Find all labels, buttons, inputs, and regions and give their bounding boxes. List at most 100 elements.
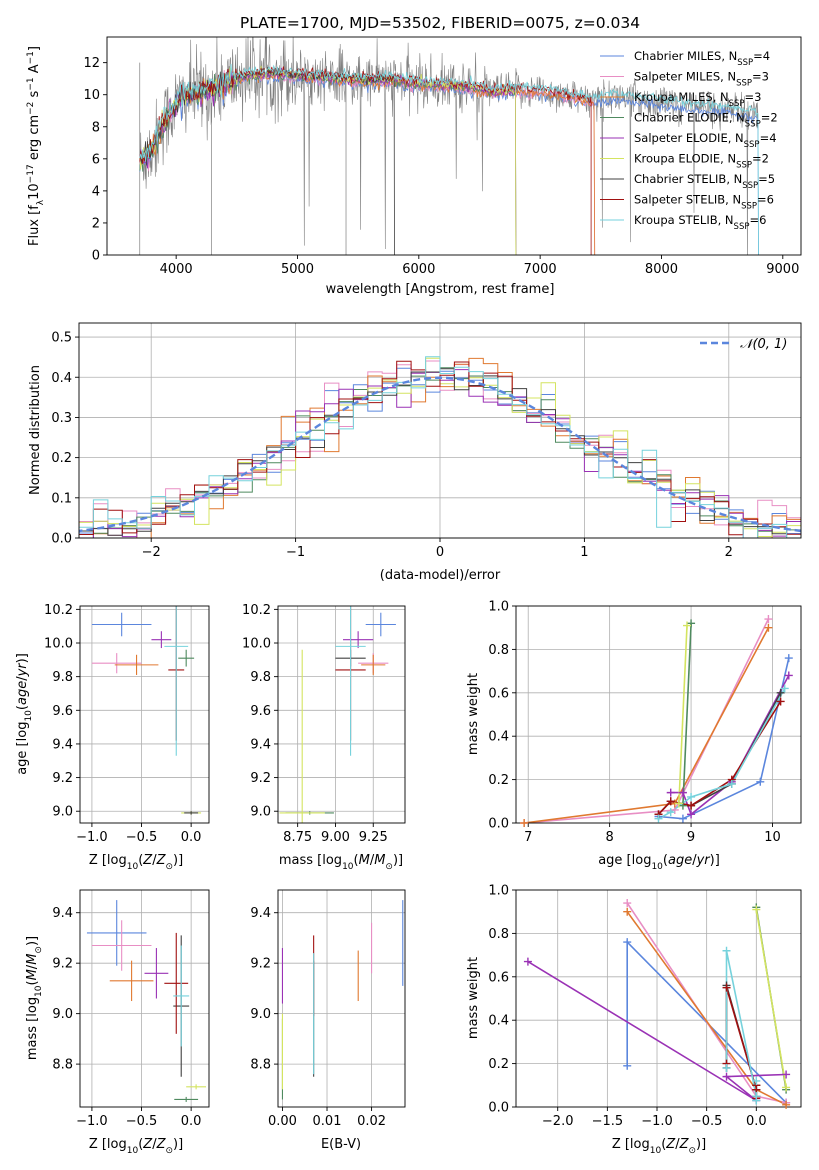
massweight_vs_age-ytick-label: 0.2 [488, 773, 509, 788]
massweight_vs_age-marker [674, 799, 683, 808]
massweight_vs_Z-series-line [725, 987, 758, 1099]
spectrum-model-line [139, 66, 592, 255]
spectrum-legend-label: Salpeter ELODIE, NSSP=4 [634, 131, 777, 150]
age_vs_Z-xtick-label: −1.0 [76, 830, 108, 845]
age_vs_mass-xtick-label: 9.25 [359, 830, 388, 845]
spectrum-legend-label: Chabrier ELODIE, NSSP=2 [634, 111, 778, 130]
spectrum-legend-label: Chabrier MILES, NSSP=4 [634, 49, 770, 68]
age_vs_Z-ytick-label: 9.2 [52, 771, 73, 786]
massweight_vs_age-ytick-label: 0.4 [488, 730, 509, 745]
age_vs_mass-frame [277, 605, 406, 824]
massweight_vs_age-xtick-label: 9 [687, 830, 695, 845]
age_vs_Z-grid [80, 606, 209, 823]
massweight_vs_Z-marker [752, 905, 761, 914]
mass-vs-z-xlabel: Z [log10(Z/Z⊙)] [89, 1137, 183, 1156]
massweight_vs_Z-frame [515, 889, 802, 1108]
age_vs_mass-ytick-label: 9.2 [250, 771, 271, 786]
massweight_vs_Z-marker [623, 907, 632, 916]
residuals-histogram-series [79, 360, 801, 536]
massweight_vs_age-ytick-label: 0.0 [488, 817, 509, 832]
residuals-legend-label: 𝒩(0, 1) [740, 337, 787, 352]
massweight_vs_age-marker [687, 801, 696, 810]
age_vs_mass-ytick-label: 9.8 [250, 670, 271, 685]
spectrum-xtick-label: 4000 [160, 262, 193, 277]
age_vs_mass-panel: 8.75 9.00 9.25 9.0 9.2 9.4 9.6 9.8 10.0 10.2 [242, 603, 406, 845]
residuals-grid [79, 323, 801, 539]
massweight_vs_Z-marker [722, 946, 731, 955]
age_vs_Z-ytick-label: 10.2 [44, 603, 73, 618]
spectrum-xlabel: wavelength [Angstrom, rest frame] [326, 282, 555, 297]
massweight_vs_Z-series-line [725, 950, 758, 1101]
age_vs_mass-ytick-label: 9.0 [250, 805, 271, 820]
age-vs-z-ylabel: age [log10(age/yr)] [15, 653, 34, 775]
residuals-ytick-label: 0.5 [51, 331, 72, 346]
massweight_vs_age-marker [666, 788, 675, 797]
massweight-vs-z-xlabel: Z [log10(Z/Z⊙)] [612, 1137, 706, 1156]
age_vs_Z-xtick-label: −0.5 [126, 830, 158, 845]
massweight_vs_age-marker [678, 814, 687, 823]
massweight_vs_Z-marker [722, 1072, 731, 1081]
mass_vs_Z-grid [80, 890, 209, 1107]
mass_vs_ebv-ytick-label: 8.8 [250, 1058, 271, 1073]
massweight_vs_Z-marker [722, 983, 731, 992]
residuals-ytick-label: 0.0 [51, 532, 72, 547]
spectrum-plot-area [139, 37, 759, 255]
age_vs_Z-panel: −1.0 −0.5 0.0 9.0 9.2 9.4 9.6 9.8 10.0 10.2 [44, 603, 210, 845]
massweight_vs_age-ytick-label: 0.6 [488, 686, 509, 701]
age_vs_Z-ytick-label: 9.8 [52, 670, 73, 685]
spectrum-ytick-label: 0 [92, 249, 100, 264]
massweight_vs_age-ytick-label: 0.8 [488, 643, 509, 658]
massweight_vs_age-marker [520, 819, 529, 827]
massweight_vs_Z-ytick-label: 1.0 [488, 884, 509, 899]
mass_vs_Z-ytick-label: 8.8 [52, 1058, 73, 1073]
residuals-ylabel: Normed distribution [28, 365, 43, 495]
residuals-xtick-label: 1 [580, 545, 588, 560]
age_vs_Z-plot-area [91, 606, 202, 815]
age_vs_Z-xtick-label: 0.0 [181, 830, 202, 845]
mass_vs_ebv-xtick-label: 0.02 [357, 1114, 386, 1129]
mass_vs_ebv-ytick-label: 9.0 [250, 1007, 271, 1022]
spectrum-legend-label: Kroupa STELIB, NSSP=6 [634, 213, 766, 232]
residuals-plot-area [79, 356, 801, 538]
residuals-ytick-label: 0.2 [51, 451, 72, 466]
massweight_vs_age-panel: 7 8 9 10 0.0 0.2 0.4 0.6 0.8 1.0 [488, 600, 802, 845]
spectrum-ytick-label: 6 [92, 152, 100, 167]
spectrum-title: PLATE=1700, MJD=53502, FIBERID=0075, z=0… [240, 14, 640, 32]
residuals-ytick-label: 0.4 [51, 371, 72, 386]
mass_vs_ebv-xtick-label: 0.00 [268, 1114, 297, 1129]
massweight_vs_age-series-line [523, 627, 770, 823]
mass-vs-z-ylabel: mass [log10(M/M⊙)] [25, 936, 44, 1060]
massweight_vs_age-marker [687, 810, 696, 819]
massweight_vs_Z-xtick-label: −0.5 [691, 1114, 723, 1129]
spectrum-model-line [139, 63, 759, 255]
massweight_vs_age-marker [756, 777, 765, 786]
mass_vs_ebv-panel: 0.00 0.01 0.02 8.8 9.0 9.2 9.4 [250, 889, 406, 1129]
spectrum-panel: 4000 5000 6000 7000 8000 9000 0 2 4 6 8 10 12 [83, 36, 802, 277]
age-vs-mass-xlabel: mass [log10(M/M⊙)] [279, 853, 403, 872]
age_vs_mass-xtick-label: 8.75 [283, 830, 312, 845]
massweight_vs_age-marker [678, 788, 687, 797]
massweight_vs_age-marker [687, 792, 696, 801]
residuals-xtick-label: −2 [142, 545, 161, 560]
residuals-ytick-label: 0.1 [51, 491, 72, 506]
massweight_vs_Z-marker [623, 1061, 632, 1070]
spectrum-legend-label: Chabrier STELIB, NSSP=5 [634, 172, 775, 191]
residuals-xtick-label: 0 [436, 545, 444, 560]
age_vs_Z-ytick-label: 9.4 [52, 737, 73, 752]
age_vs_Z-ytick-label: 9.0 [52, 805, 73, 820]
massweight_vs_Z-marker [523, 957, 532, 966]
massweight_vs_Z-ytick-label: 0.4 [488, 1014, 509, 1029]
massweight_vs_age-marker [666, 797, 675, 806]
spectrum-data-line [139, 37, 759, 255]
massweight_vs_Z-marker [782, 1100, 791, 1109]
spectrum-legend-label: Salpeter STELIB, NSSP=6 [634, 193, 774, 212]
spectrum-ytick-label: 12 [83, 56, 100, 71]
spectrum-ytick-label: 8 [92, 120, 100, 135]
age_vs_mass-ytick-label: 10.0 [242, 637, 271, 652]
massweight_vs_age-series-line [657, 692, 782, 815]
massweight_vs_age-marker [666, 808, 675, 817]
spectrum-xtick-label: 8000 [645, 262, 678, 277]
age_vs_mass-grid [278, 606, 405, 823]
spectrum-ytick-label: 4 [92, 184, 100, 199]
